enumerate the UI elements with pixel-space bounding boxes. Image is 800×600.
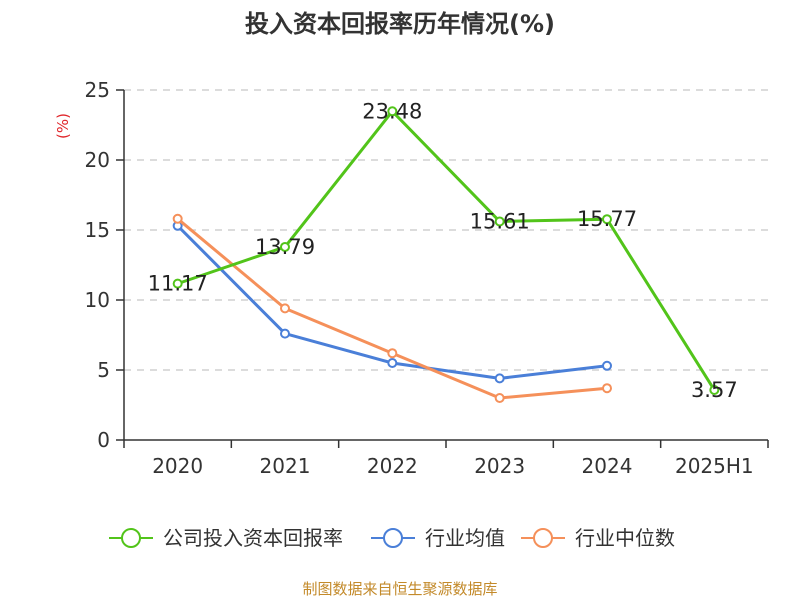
- y-tick-label: 25: [85, 78, 110, 102]
- data-label: 23.48: [362, 99, 422, 123]
- data-point: [172, 213, 183, 224]
- x-tick-label: 2025H1: [675, 454, 754, 478]
- x-tick-label: 2023: [474, 454, 525, 478]
- series-lines: [172, 106, 720, 403]
- y-tick-label: 15: [85, 218, 110, 242]
- legend-label: 行业均值: [425, 526, 505, 550]
- y-tick-label: 5: [97, 358, 110, 382]
- x-tick-label: 2022: [367, 454, 418, 478]
- y-axis-unit-label: (%): [54, 113, 72, 139]
- data-point: [280, 303, 290, 314]
- data-label: 15.77: [577, 207, 637, 231]
- data-point: [602, 214, 612, 225]
- x-tick-label: 2021: [260, 454, 311, 478]
- data-point: [494, 393, 505, 403]
- legend-circle-marker: [533, 528, 553, 548]
- data-point: [709, 385, 720, 396]
- source-note: 制图数据来自恒生聚源数据库: [302, 580, 497, 598]
- chart-title: 投入资本回报率历年情况(%): [245, 10, 555, 38]
- data-point: [494, 373, 505, 384]
- data-point: [387, 348, 398, 359]
- data-label: 3.57: [691, 378, 738, 402]
- data-point: [602, 360, 612, 371]
- legend-circle-marker: [121, 528, 141, 548]
- series-line-0: [177, 109, 716, 391]
- data-point: [387, 358, 398, 368]
- legend-label: 行业中位数: [575, 526, 675, 550]
- data-point: [280, 241, 290, 252]
- data-point: [280, 328, 290, 339]
- axes: 0 5 10 15 20 25 2020 2021 2022 2023 2024 2025H1: [85, 78, 769, 478]
- legend: 公司投入资本回报率 行业均值 行业中位数: [109, 526, 675, 550]
- data-label: 11.17: [148, 272, 208, 296]
- y-tick-label: 10: [85, 288, 110, 312]
- data-label: 13.79: [255, 235, 315, 259]
- y-tick-label: 0: [97, 428, 110, 452]
- x-tick-label: 2020: [152, 454, 203, 478]
- series-line-2: [176, 217, 608, 400]
- grid-lines: [124, 89, 768, 371]
- data-point: [387, 106, 398, 117]
- legend-label: 公司投入资本回报率: [163, 526, 343, 550]
- data-labels: 11.17 13.79 23.48 15.61 15.77 3.57: [148, 99, 738, 402]
- y-tick-label: 20: [85, 148, 110, 172]
- legend-circle-marker: [383, 528, 403, 548]
- data-label: 15.61: [470, 209, 530, 233]
- data-point: [172, 278, 183, 289]
- data-point: [494, 216, 505, 227]
- x-tick-label: 2024: [582, 454, 633, 478]
- data-point: [602, 383, 612, 394]
